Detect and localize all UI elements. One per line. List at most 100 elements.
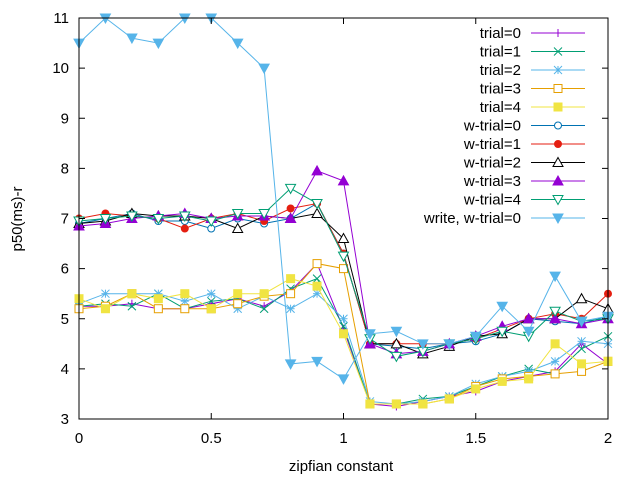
data-point	[206, 304, 216, 314]
legend-marker	[553, 102, 563, 112]
data-point	[577, 344, 586, 354]
data-point	[286, 304, 295, 314]
legend-marker	[554, 29, 562, 37]
data-point	[180, 304, 190, 314]
legend-label: w-trial=2	[463, 155, 521, 172]
data-point	[231, 222, 244, 234]
data-point	[152, 38, 165, 50]
legend-entry: trial=0	[480, 25, 585, 42]
data-point	[337, 232, 350, 244]
data-point	[127, 301, 137, 311]
plot-area	[73, 13, 614, 411]
data-point	[549, 271, 561, 283]
legend-entry: write, w-trial=0	[423, 210, 585, 227]
legend-label: trial=2	[480, 62, 521, 79]
y-axis-title: p50(ms)-r	[9, 186, 26, 251]
data-point	[153, 304, 163, 314]
y-tick-label: 7	[61, 211, 69, 228]
data-point	[444, 394, 454, 404]
data-point	[312, 281, 322, 291]
legend-entry: w-trial=1	[463, 136, 585, 153]
legend-entry: w-trial=2	[463, 155, 585, 172]
data-point	[524, 374, 534, 384]
data-point	[126, 211, 138, 223]
axes: 0 0.5 1 1.5 2 3 4 5 6 7 8 9 10 11	[52, 10, 612, 447]
y-tick-label: 11	[53, 10, 69, 27]
data-point	[284, 359, 297, 370]
data-point	[496, 326, 509, 338]
series-line	[78, 17, 609, 380]
legend-label: w-trial=3	[463, 173, 521, 190]
data-point	[126, 33, 138, 45]
data-point	[286, 204, 295, 213]
data-point	[550, 369, 560, 379]
x-tick-label: 0.5	[201, 430, 222, 447]
data-point	[471, 384, 481, 394]
data-point	[339, 329, 348, 339]
data-point	[337, 174, 350, 186]
legend-marker	[552, 195, 564, 206]
data-point	[101, 289, 110, 299]
data-point	[152, 214, 165, 225]
data-point	[258, 63, 270, 75]
data-point	[231, 208, 244, 220]
data-point	[127, 289, 137, 299]
legend-label: trial=3	[480, 81, 521, 98]
data-point	[469, 331, 482, 343]
data-point	[233, 299, 243, 309]
data-point	[233, 289, 243, 299]
legend-entry: w-trial=3	[463, 173, 585, 190]
data-point	[312, 259, 322, 269]
series-trial-4	[74, 274, 613, 409]
legend-entry: w-trial=0	[463, 118, 585, 135]
legend-marker	[552, 213, 564, 225]
x-tick-label: 2	[604, 430, 612, 447]
x-tick-label: 1.5	[465, 430, 486, 447]
data-point	[259, 304, 269, 314]
data-point	[339, 314, 348, 324]
data-point	[311, 207, 323, 218]
data-point	[311, 356, 323, 368]
data-point	[522, 312, 535, 324]
legend-label: trial=1	[480, 44, 521, 61]
data-point	[417, 339, 429, 350]
data-point	[180, 289, 190, 299]
data-point	[178, 211, 191, 223]
legend-label: write, w-trial=0	[423, 210, 521, 227]
x-tick-label: 0	[75, 430, 83, 447]
y-tick-label: 10	[52, 60, 69, 77]
legend-label: trial=0	[480, 25, 521, 42]
legend-marker	[554, 140, 562, 148]
data-point	[286, 289, 296, 299]
data-point	[99, 214, 112, 225]
data-point	[390, 326, 403, 338]
y-tick-label: 5	[61, 311, 69, 328]
legend-entry: trial=4	[480, 99, 585, 116]
data-point	[575, 316, 588, 328]
legend-marker	[552, 156, 564, 167]
data-point	[153, 294, 163, 304]
data-point	[577, 366, 587, 376]
data-point	[258, 208, 270, 220]
data-point	[231, 38, 244, 50]
data-point	[575, 292, 588, 304]
data-point	[550, 357, 560, 366]
y-tick-label: 6	[61, 261, 69, 278]
data-point	[180, 224, 189, 233]
data-point	[100, 304, 110, 314]
data-point	[180, 296, 190, 306]
x-axis-title: zipfian constant	[289, 458, 394, 475]
legend-label: w-trial=0	[463, 118, 521, 135]
data-point	[418, 399, 428, 409]
data-point	[286, 274, 296, 284]
legend-entry: trial=2	[480, 62, 585, 79]
legend-entry: w-trial=4	[463, 192, 585, 209]
data-point	[390, 351, 403, 363]
data-point	[549, 312, 561, 324]
data-point	[205, 216, 218, 228]
legend-entry: trial=1	[480, 44, 585, 61]
data-point	[284, 183, 297, 195]
